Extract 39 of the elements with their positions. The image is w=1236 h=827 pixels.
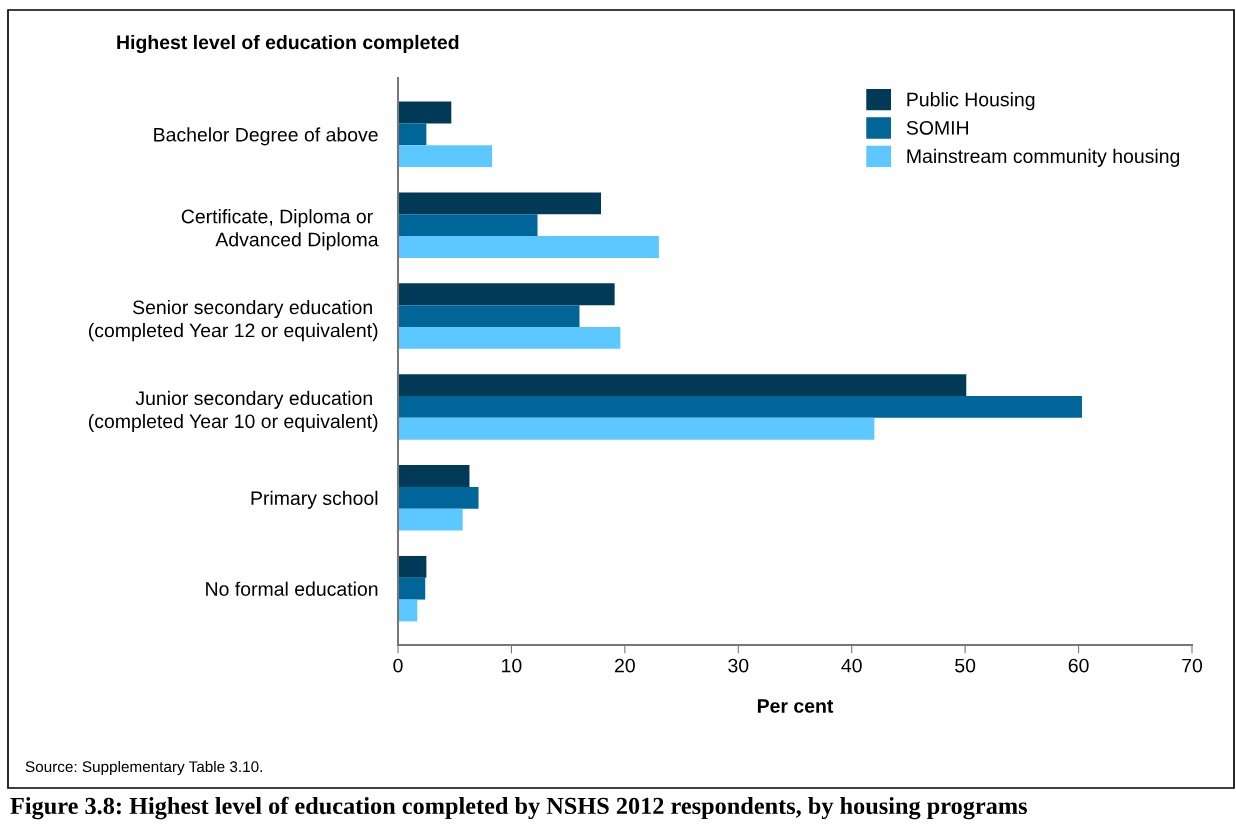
bar	[398, 396, 1082, 418]
x-axis-title: Per cent	[757, 699, 834, 713]
x-tick-label: 20	[615, 658, 635, 673]
y-tick-label: Certificate, Diploma or Advanced Diploma	[181, 209, 379, 251]
y-tick-label: Junior secondary education (completed Year 10 or equivalent)	[88, 390, 378, 433]
x-tick-label: 70	[1182, 658, 1203, 673]
bar	[398, 101, 452, 124]
bar	[398, 577, 426, 600]
y-tick-label: Primary school	[251, 490, 378, 509]
bar	[398, 465, 470, 487]
bar	[398, 305, 580, 327]
legend-label: Mainstream community housing	[907, 148, 1180, 167]
bar	[398, 214, 538, 237]
bar	[398, 123, 427, 146]
y-tick-label: Senior secondary education (completed Year 12 or equivalent)	[88, 299, 378, 342]
text: Figure 3.8: Highest level of education completed by NSHS 2012 respondents, by housing programs	[10, 796, 1027, 820]
x-tick-label: 0	[393, 658, 403, 673]
bar	[398, 417, 875, 440]
bar	[398, 145, 493, 168]
bar	[398, 326, 621, 349]
y-tick-label: No formal education	[206, 581, 378, 596]
bar	[398, 283, 615, 306]
legend-label: SOMIH	[906, 120, 969, 135]
x-tick-label: 60	[1068, 658, 1089, 673]
x-tick-label: 50	[955, 658, 976, 673]
bar	[398, 486, 479, 509]
bar	[398, 374, 967, 397]
y-axis-title: Highest level of education completed	[117, 34, 459, 54]
legend-label: Public Housing	[907, 92, 1035, 111]
source-note: Source: Supplementary Table 3.10.	[25, 760, 262, 776]
x-tick-label: 30	[728, 658, 749, 673]
bar	[398, 508, 463, 531]
bar	[398, 599, 418, 622]
x-tick-label: 40	[841, 658, 862, 673]
x-tick-label: 10	[502, 658, 522, 673]
y-tick-label: Bachelor Degree of above	[154, 127, 378, 146]
bar	[398, 555, 427, 578]
bar	[398, 192, 602, 215]
bar	[398, 236, 659, 258]
